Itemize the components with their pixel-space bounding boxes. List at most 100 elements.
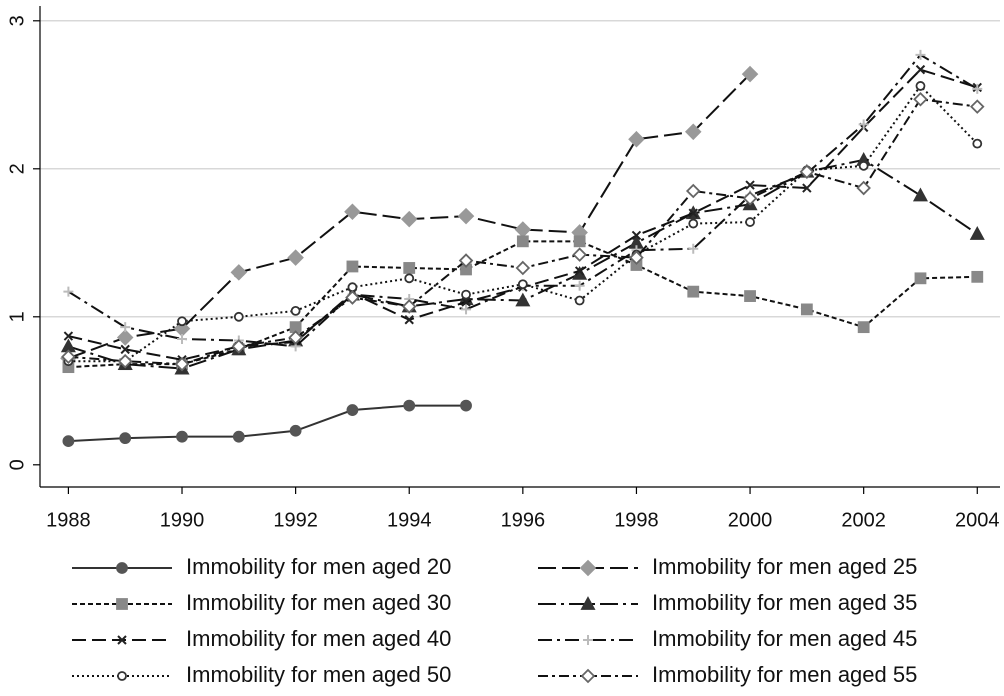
marker	[969, 226, 985, 240]
marker	[583, 635, 593, 645]
marker	[745, 180, 755, 190]
marker	[580, 596, 596, 610]
series-line	[68, 404, 467, 443]
y-tick-label: 2	[6, 163, 28, 174]
marker	[799, 164, 815, 180]
marker	[915, 81, 926, 91]
marker	[401, 299, 417, 314]
marker	[914, 272, 927, 285]
legend-label: Immobility for men aged 40	[186, 626, 451, 651]
marker	[913, 91, 928, 107]
marker	[120, 322, 131, 333]
marker	[915, 64, 926, 75]
marker	[461, 297, 471, 307]
marker	[972, 138, 983, 149]
marker	[573, 235, 586, 248]
marker	[580, 668, 596, 684]
legend-label: Immobility for men aged 50	[186, 662, 451, 687]
marker	[231, 339, 247, 354]
marker	[345, 290, 360, 305]
marker	[515, 292, 531, 307]
marker	[230, 264, 248, 281]
marker	[344, 203, 361, 220]
x-tick-label: 1988	[46, 509, 91, 531]
marker	[120, 344, 130, 355]
marker	[742, 191, 758, 206]
x-tick-label: 1992	[273, 509, 318, 531]
marker	[858, 160, 869, 171]
marker	[177, 334, 188, 344]
marker	[574, 266, 585, 276]
marker	[574, 295, 585, 306]
marker	[802, 183, 812, 193]
marker	[972, 83, 983, 94]
marker	[857, 321, 870, 334]
marker	[687, 285, 700, 298]
marker	[572, 247, 587, 262]
x-tick-label: 1998	[614, 509, 659, 531]
series-line	[68, 240, 978, 369]
marker	[741, 65, 759, 83]
marker	[116, 329, 134, 346]
legend-label: Immobility for men aged 20	[186, 554, 451, 579]
marker	[287, 249, 304, 266]
marker	[856, 180, 871, 196]
marker	[971, 270, 984, 283]
marker	[400, 210, 418, 228]
marker	[514, 221, 532, 238]
marker	[915, 49, 926, 60]
legend-label: Immobility for men aged 30	[186, 590, 451, 615]
legend-label: Immobility for men aged 35	[652, 590, 917, 615]
marker	[631, 230, 642, 241]
y-tick-label: 0	[6, 459, 28, 470]
marker	[174, 356, 190, 372]
marker	[688, 218, 699, 229]
marker	[912, 187, 928, 202]
marker	[404, 273, 415, 284]
legend-label: Immobility for men aged 45	[652, 626, 917, 651]
marker	[858, 119, 869, 130]
marker	[404, 315, 414, 325]
marker	[117, 671, 127, 681]
marker	[628, 130, 645, 148]
marker	[288, 330, 303, 345]
marker	[63, 331, 74, 341]
marker	[61, 349, 76, 365]
marker	[63, 286, 74, 297]
marker	[117, 353, 133, 369]
marker	[800, 303, 813, 316]
marker	[461, 289, 471, 300]
marker	[688, 208, 698, 218]
marker	[744, 290, 756, 302]
marker	[460, 399, 472, 412]
marker	[232, 430, 245, 443]
x-tick-label: 2000	[728, 509, 773, 531]
marker	[177, 316, 187, 327]
marker	[233, 311, 244, 322]
x-tick-label: 2002	[841, 509, 886, 531]
marker	[745, 217, 755, 227]
y-tick-label: 3	[6, 15, 28, 26]
marker	[289, 424, 302, 437]
marker	[346, 260, 359, 273]
marker	[116, 562, 128, 574]
marker	[290, 305, 301, 316]
marker	[458, 253, 474, 268]
x-tick-label: 1996	[501, 509, 546, 531]
marker	[176, 430, 188, 443]
marker	[688, 243, 699, 254]
marker	[629, 250, 644, 265]
marker	[515, 260, 531, 276]
y-tick-label: 1	[6, 311, 28, 322]
x-tick-label: 2004	[955, 509, 1000, 531]
marker	[116, 598, 128, 610]
marker	[461, 304, 472, 315]
marker	[346, 404, 359, 416]
marker	[347, 282, 358, 293]
marker	[516, 235, 529, 248]
marker	[579, 559, 597, 577]
x-tick-label: 1994	[387, 509, 432, 531]
marker	[119, 432, 132, 445]
x-tick-label: 1990	[160, 509, 205, 531]
